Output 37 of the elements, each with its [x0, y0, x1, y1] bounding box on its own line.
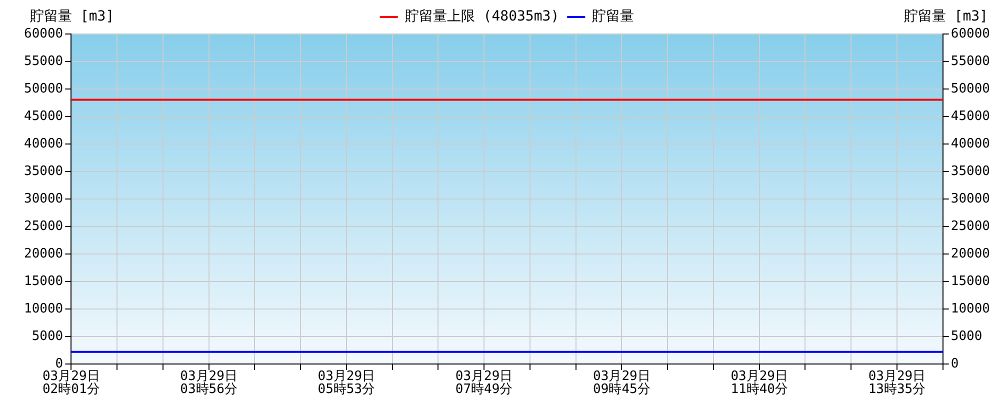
legend-label: 貯留量 [592, 8, 634, 25]
y-tick-label: 20000 [24, 246, 64, 262]
y2-tick-label: 50000 [950, 81, 990, 96]
y2-tick-label: 45000 [950, 108, 990, 124]
y2-tick-label: 10000 [950, 301, 990, 316]
x-tick-label: 03月29日 03時56分 [180, 368, 238, 397]
y2-tick-label: 5000 [950, 328, 982, 344]
x-tick-label: 03月29日 11時40分 [730, 368, 788, 397]
y-tick-label: 30000 [24, 191, 64, 206]
x-tick-label: 03月29日 09時45分 [593, 368, 650, 397]
y2-tick-label: 55000 [950, 54, 990, 69]
y2-tick-label: 40000 [950, 136, 990, 152]
y2-axis-title: 貯留量 [m3] [904, 8, 988, 25]
y-tick-label: 55000 [24, 54, 64, 69]
y-tick-label: 35000 [24, 164, 64, 179]
y-tick-label: 0 [55, 356, 64, 372]
y-tick-label: 45000 [24, 108, 64, 124]
y2-tick-label: 15000 [950, 274, 990, 289]
x-tick-label: 03月29日 13時35分 [868, 368, 926, 397]
y-tick-label: 50000 [24, 81, 64, 96]
y2-tick-label: 20000 [950, 246, 990, 262]
x-tick-label: 03月29日 05時53分 [318, 368, 376, 397]
y2-tick-label: 30000 [950, 191, 990, 206]
y-tick-label: 40000 [24, 136, 64, 152]
y2-tick-label: 25000 [950, 218, 990, 234]
y-tick-label: 5000 [32, 328, 64, 344]
y-tick-label: 25000 [24, 218, 64, 234]
legend-label: 貯留量上限 (48035m3) [404, 8, 560, 25]
y2-tick-label: 0 [950, 356, 959, 372]
y2-tick-label: 60000 [950, 26, 990, 42]
y2-tick-label: 35000 [950, 164, 990, 179]
x-tick-label: 03月29日 02時01分 [42, 368, 100, 397]
y-tick-label: 15000 [24, 274, 64, 289]
y-axis-title: 貯留量 [m3] [30, 8, 114, 25]
y-tick-label: 10000 [24, 301, 64, 316]
x-tick-label: 03月29日 07時49分 [455, 368, 513, 397]
y-tick-label: 60000 [24, 26, 64, 42]
